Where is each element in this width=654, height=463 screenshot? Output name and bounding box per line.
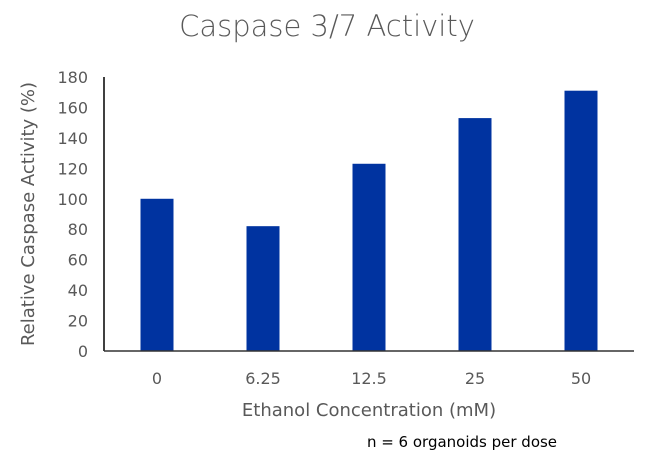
y-tick-label: 0 xyxy=(78,342,88,361)
y-tick-label: 120 xyxy=(57,159,88,178)
y-tick-label: 40 xyxy=(68,281,88,300)
y-tick-label: 140 xyxy=(57,129,88,148)
bar-50 xyxy=(564,90,598,351)
x-tick-label: 12.5 xyxy=(351,369,387,388)
bar-12.5 xyxy=(352,163,386,351)
x-tick-label: 50 xyxy=(571,369,591,388)
y-tick-label: 100 xyxy=(57,190,88,209)
chart-title: Caspase 3/7 Activity xyxy=(179,9,475,43)
x-axis-label: Ethanol Concentration (mM) xyxy=(242,400,496,421)
y-tick-label: 180 xyxy=(57,68,88,87)
bar-0 xyxy=(140,198,174,351)
x-tick-label: 6.25 xyxy=(245,369,281,388)
y-tick-label: 60 xyxy=(68,251,88,270)
annotation: n = 6 organoids per dose xyxy=(367,433,557,451)
y-tick-label: 20 xyxy=(68,312,88,331)
y-tick-label: 160 xyxy=(57,98,88,117)
x-tick-label: 25 xyxy=(465,369,485,388)
bar-6.25 xyxy=(246,226,280,351)
y-tick-label: 80 xyxy=(68,220,88,239)
y-axis-label: Relative Caspase Activity (%) xyxy=(18,82,39,346)
x-tick-label: 0 xyxy=(152,369,162,388)
bar-25 xyxy=(458,118,492,351)
